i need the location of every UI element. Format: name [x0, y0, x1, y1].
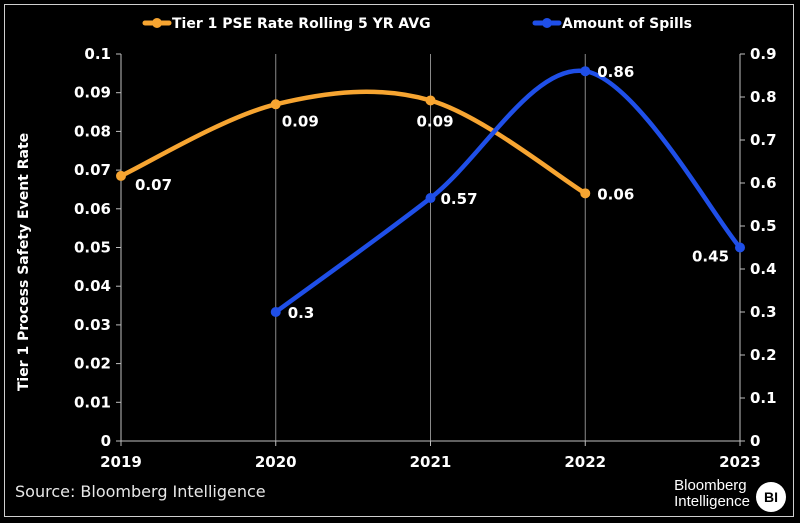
- data-label-pse-rate-2021: 0.09: [417, 112, 454, 130]
- y-left-tick-label: 0.1: [84, 45, 111, 63]
- data-label-spills-2020: 0.3: [288, 304, 315, 322]
- y-right-tick-label: 0.2: [750, 346, 777, 364]
- chart-frame: [4, 4, 794, 517]
- data-point-spills-2022: [580, 66, 591, 77]
- grid-layer: [275, 54, 586, 441]
- source-note: Source: Bloomberg Intelligence: [15, 482, 266, 501]
- brand-logo-text: Bloomberg Intelligence: [674, 478, 750, 510]
- label-layer: 0.07 0.09 0.09 0.06 0.3 0.57 0.86 0.45: [135, 63, 729, 322]
- data-label-spills-2023: 0.45: [692, 248, 729, 266]
- x-tick-label: 2020: [255, 453, 297, 471]
- y-left-tick-label: 0.06: [74, 200, 111, 218]
- data-point-pse-rate-2020: [270, 99, 281, 110]
- data-label-pse-rate-2022: 0.06: [597, 185, 634, 203]
- data-point-spills-2020: [270, 307, 281, 317]
- data-label-spills-2022: 0.86: [597, 63, 634, 81]
- x-tick-label: 2021: [410, 453, 452, 471]
- y-right-tick-label: 0.9: [750, 45, 777, 63]
- y-right-tick-label: 0: [750, 432, 760, 450]
- y-right-tick-label: 0.5: [750, 217, 777, 235]
- data-point-pse-rate-2019: [116, 170, 126, 181]
- x-tick-label: 2019: [100, 453, 142, 471]
- y-left-tick-label: 0.07: [74, 161, 111, 179]
- y-right-tick-label: 0.4: [750, 260, 777, 278]
- data-label-pse-rate-2019: 0.07: [135, 176, 172, 194]
- series-layer: [116, 66, 745, 317]
- y-right-tick-label: 0.6: [750, 174, 777, 192]
- y-right-tick-label: 0.3: [750, 303, 777, 321]
- y-right-tick-label: 0.7: [750, 131, 777, 149]
- data-point-pse-rate-2021: [425, 95, 436, 106]
- y-axis-title: Tier 1 Process Safety Event Rate: [16, 133, 32, 391]
- brand-line-2: Intelligence: [674, 493, 750, 510]
- legend-item-pse-rate: Tier 1 PSE Rate Rolling 5 YR AVG: [142, 16, 431, 32]
- y-left-tick-label: 0.04: [74, 277, 111, 295]
- data-label-pse-rate-2020: 0.09: [282, 112, 319, 130]
- x-tick-label: 2023: [719, 453, 761, 471]
- data-point-spills-2021: [425, 193, 436, 204]
- y-right-tick-label: 0.1: [750, 389, 777, 407]
- x-tick-label: 2022: [564, 453, 606, 471]
- series-line-pse-rate: [118, 89, 588, 196]
- data-point-pse-rate-2022: [580, 188, 591, 199]
- series-line-spills: [273, 68, 743, 315]
- y-right-tick-label: 0.8: [750, 88, 777, 106]
- y-left-tick-label: 0.03: [74, 316, 111, 334]
- data-label-spills-2021: 0.57: [441, 190, 478, 208]
- legend-label-pse-rate: Tier 1 PSE Rate Rolling 5 YR AVG: [172, 16, 431, 32]
- y-left-tick-label: 0.09: [74, 84, 111, 102]
- legend: Tier 1 PSE Rate Rolling 5 YR AVG Amount …: [142, 16, 692, 32]
- y-left-tick-label: 0.08: [74, 122, 111, 140]
- y-left-tick-label: 0.01: [74, 393, 111, 411]
- legend-marker-pse-rate: [152, 18, 162, 28]
- y-left-tick-label: 0: [101, 432, 111, 450]
- axis-layer: 0 0.01 0.02 0.03 0.04 0.05 0.06 0.07 0.08 0.09 0.1…: [74, 45, 777, 471]
- y-left-tick-label: 0.05: [74, 239, 111, 257]
- legend-item-spills: Amount of Spills: [532, 16, 692, 32]
- brand-line-1: Bloomberg: [674, 477, 747, 494]
- data-point-spills-2023: [735, 242, 745, 253]
- y-left-tick-label: 0.02: [74, 355, 111, 373]
- brand-badge: BI: [756, 482, 786, 512]
- legend-marker-spills: [542, 18, 552, 28]
- legend-label-spills: Amount of Spills: [562, 16, 692, 32]
